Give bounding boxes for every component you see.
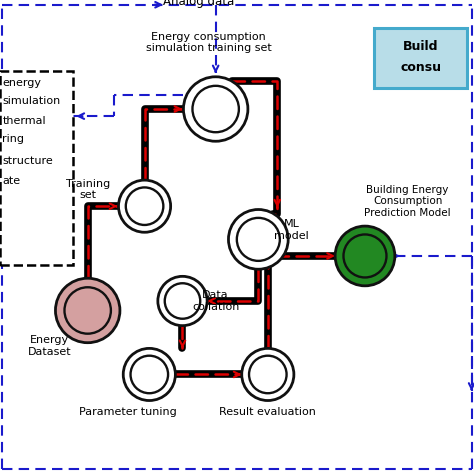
Text: energy: energy xyxy=(2,78,41,88)
Circle shape xyxy=(55,278,120,343)
Text: Building Energy
Consumption
Prediction Model: Building Energy Consumption Prediction M… xyxy=(365,185,451,218)
Text: structure: structure xyxy=(2,156,53,166)
Text: Analog data: Analog data xyxy=(164,0,235,8)
Text: Parameter tuning: Parameter tuning xyxy=(79,407,177,418)
FancyBboxPatch shape xyxy=(374,28,467,88)
Text: Data
collation: Data collation xyxy=(192,290,239,312)
Bar xyxy=(0,71,73,265)
Circle shape xyxy=(158,276,207,326)
Circle shape xyxy=(242,348,294,401)
Circle shape xyxy=(123,348,175,401)
Text: consu: consu xyxy=(400,61,441,74)
Text: Result evaluation: Result evaluation xyxy=(219,407,316,418)
Text: Energy
Dataset: Energy Dataset xyxy=(28,335,72,357)
Circle shape xyxy=(228,210,288,269)
Circle shape xyxy=(335,226,395,286)
Text: simulation: simulation xyxy=(2,96,61,106)
Text: thermal: thermal xyxy=(2,116,46,126)
Text: Build: Build xyxy=(403,40,438,53)
Text: ate: ate xyxy=(2,176,20,186)
Text: Energy consumption
simulation training set: Energy consumption simulation training s… xyxy=(146,32,272,54)
Text: ring: ring xyxy=(2,134,24,144)
Circle shape xyxy=(183,77,248,141)
Text: ML
model: ML model xyxy=(274,219,309,241)
Circle shape xyxy=(118,180,171,232)
Text: Training
set: Training set xyxy=(65,179,110,201)
